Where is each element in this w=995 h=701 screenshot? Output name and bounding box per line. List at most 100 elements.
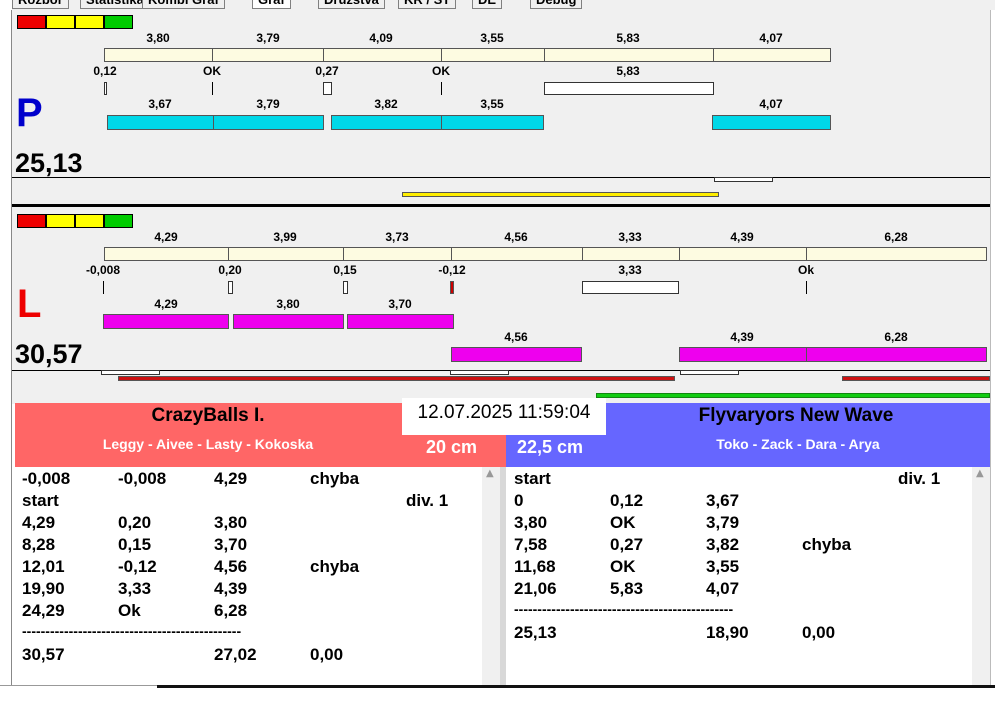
list-cell: OK <box>610 513 636 532</box>
list-cell: 3,80 <box>514 513 548 532</box>
diff-marker <box>544 82 714 95</box>
lane-separator <box>12 204 990 207</box>
signal-green <box>104 214 133 228</box>
list-cell: 30,57 <box>22 645 65 664</box>
distance-label: 4,07 <box>759 31 783 45</box>
throw-bar <box>107 115 214 130</box>
lanes-graph <box>12 10 990 404</box>
track-marker <box>714 177 773 182</box>
progress-bar-red <box>842 376 990 381</box>
tab-0[interactable]: Rozbor <box>12 0 69 9</box>
tab-6[interactable]: DE <box>472 0 503 9</box>
throw-label: 3,67 <box>148 97 172 111</box>
diff-label: -0,12 <box>438 263 466 277</box>
diff-marker <box>343 281 348 294</box>
diff-marker <box>104 82 107 95</box>
distance-bar <box>544 48 714 62</box>
scroll-up-icon[interactable]: ▲ <box>976 468 984 479</box>
throw-label: 3,70 <box>388 297 412 311</box>
list-cell: start <box>22 491 59 510</box>
diff-tick <box>212 82 213 95</box>
lane-total-p: 25,13 <box>15 148 83 178</box>
tab-4[interactable]: Družstvá <box>318 0 385 9</box>
list-cell: 18,90 <box>706 623 749 642</box>
team-distance-left: 20 cm <box>426 437 478 457</box>
throw-label: 6,28 <box>884 330 908 344</box>
results-list-right[interactable]: start div. 1 0 0,12 3,67 3,80 OK 3,79 7,… <box>506 467 973 685</box>
distance-bar <box>713 48 831 62</box>
distance-label: 6,28 <box>884 230 908 244</box>
bottom-border <box>0 685 995 688</box>
throw-label: 3,55 <box>480 97 504 111</box>
list-cell: OK <box>610 557 636 576</box>
list-cell: 4,56 <box>214 557 248 576</box>
team-header-left <box>15 403 408 467</box>
list-cell: 0,00 <box>310 645 344 664</box>
distance-bar <box>343 247 452 261</box>
results-list-left[interactable]: -0,008 -0,008 4,29 chyba start div. 1 4,… <box>15 467 482 685</box>
diff-label: 0,27 <box>315 64 339 78</box>
diff-label: 5,83 <box>616 64 640 78</box>
list-cell: 3,79 <box>706 513 740 532</box>
diff-label: 0,12 <box>93 64 117 78</box>
scrollbar-right[interactable]: ▲ <box>972 467 990 685</box>
list-cell: 3,67 <box>706 491 740 510</box>
track-line <box>12 177 990 178</box>
tab-2[interactable]: Kombi Graf <box>142 0 225 9</box>
list-cell: 0,20 <box>118 513 152 532</box>
list-cell: 4,29 <box>22 513 56 532</box>
list-separator: ----------------------------------------… <box>22 623 242 639</box>
scrollbar-left[interactable]: ▲ <box>482 467 500 685</box>
throw-bar <box>331 115 442 130</box>
throw-bar <box>233 314 344 329</box>
list-cell: 7,58 <box>514 535 548 554</box>
diff-marker <box>582 281 679 294</box>
tab-5[interactable]: KR / ST <box>398 0 457 9</box>
list-cell: start <box>514 469 551 488</box>
distance-bar <box>323 48 442 62</box>
throw-label: 4,39 <box>730 330 754 344</box>
tab-3[interactable]: Graf <box>252 0 291 9</box>
throw-label: 3,82 <box>374 97 398 111</box>
panel-divider <box>500 467 506 685</box>
throw-label: 3,80 <box>276 297 300 311</box>
tab-7[interactable]: Debug <box>530 0 583 9</box>
list-cell: 3,80 <box>214 513 248 532</box>
diff-tick <box>441 82 442 95</box>
team-name-right: Flyvaryors New Wave <box>698 405 894 426</box>
diff-marker <box>450 281 454 294</box>
distance-bar <box>104 48 213 62</box>
scroll-up-icon[interactable]: ▲ <box>486 468 494 479</box>
diff-marker <box>228 281 233 294</box>
distance-label: 4,09 <box>369 31 393 45</box>
diff-marker <box>323 82 332 95</box>
list-cell: chyba <box>802 535 852 554</box>
distance-label: 3,80 <box>146 31 170 45</box>
list-cell: 3,33 <box>118 579 152 598</box>
diff-label: OK <box>203 64 221 78</box>
diff-label: -0,008 <box>85 263 121 277</box>
left-margin <box>0 0 12 701</box>
list-cell: div. 1 <box>406 491 449 510</box>
tab-bar: Rozbor ŠtatistikaKombi Graf Graf Družstvá KR… <box>0 0 995 10</box>
list-cell: 27,02 <box>214 645 257 664</box>
track-marker <box>680 370 739 375</box>
list-separator: ----------------------------------------… <box>514 601 734 617</box>
distance-label: 4,56 <box>504 230 528 244</box>
signal-yellow <box>46 214 75 228</box>
lane-total-l: 30,57 <box>15 339 83 369</box>
distance-bar <box>679 247 807 261</box>
diff-label: Ok <box>797 263 815 277</box>
distance-bar <box>212 48 324 62</box>
distance-label: 3,79 <box>256 31 280 45</box>
list-cell: 3,55 <box>706 557 740 576</box>
throw-label: 4,29 <box>154 297 178 311</box>
throw-bar <box>441 115 544 130</box>
list-cell: -0,12 <box>118 557 157 576</box>
list-cell: -0,008 <box>22 469 71 488</box>
tab-1[interactable]: Štatistika <box>80 0 150 9</box>
list-cell: Ok <box>118 601 141 620</box>
list-cell: 21,06 <box>514 579 557 598</box>
distance-bar <box>104 247 229 261</box>
